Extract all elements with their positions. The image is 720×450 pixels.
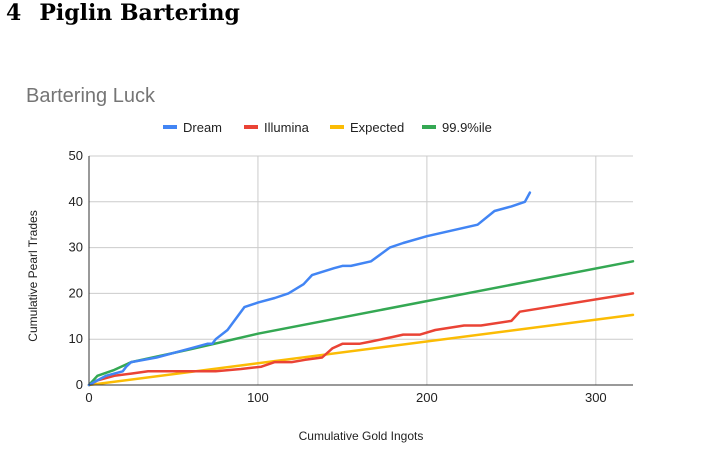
series-line-illumina [87,292,635,387]
series-lines [87,191,635,387]
y-tick-label: 0 [76,377,83,392]
y-tick-label: 30 [69,240,83,255]
legend-label-illumina: Illumina [264,120,310,135]
y-axis-title: Cumulative Pearl Trades [26,210,40,341]
legend-swatch-expected [330,125,344,129]
x-tick-label: 0 [85,390,92,405]
x-tick-label: 100 [247,390,269,405]
series-line-dream [87,191,532,387]
legend-label-99-9-ile: 99.9%ile [442,120,492,135]
legend: Dream Illumina Expected 99.9%ile [163,120,492,135]
legend-swatch-99-9-ile [422,125,436,129]
series-line-expected [87,313,635,387]
section-title: Piglin Bartering [39,0,240,26]
axes [88,156,633,386]
series-line-99-9-ile [87,260,635,387]
tick-labels: 0 10 20 30 40 50 0 100 200 300 [69,148,607,405]
x-tick-label: 300 [585,390,607,405]
y-tick-label: 20 [69,285,83,300]
y-tick-label: 40 [69,194,83,209]
y-tick-label: 10 [69,331,83,346]
x-tick-label: 200 [416,390,438,405]
legend-swatch-dream [163,125,177,129]
legend-label-expected: Expected [350,120,404,135]
section-heading: 4 Piglin Bartering [6,0,240,26]
legend-label-dream: Dream [183,120,222,135]
section-number: 4 [6,0,22,26]
y-tick-label: 50 [69,148,83,163]
legend-swatch-illumina [244,125,258,129]
gridlines [89,155,633,385]
chart-title: Bartering Luck [26,85,156,107]
x-axis-title: Cumulative Gold Ingots [299,429,424,443]
